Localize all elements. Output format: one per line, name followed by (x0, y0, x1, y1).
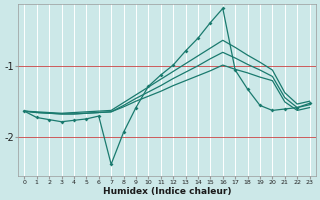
X-axis label: Humidex (Indice chaleur): Humidex (Indice chaleur) (103, 187, 231, 196)
